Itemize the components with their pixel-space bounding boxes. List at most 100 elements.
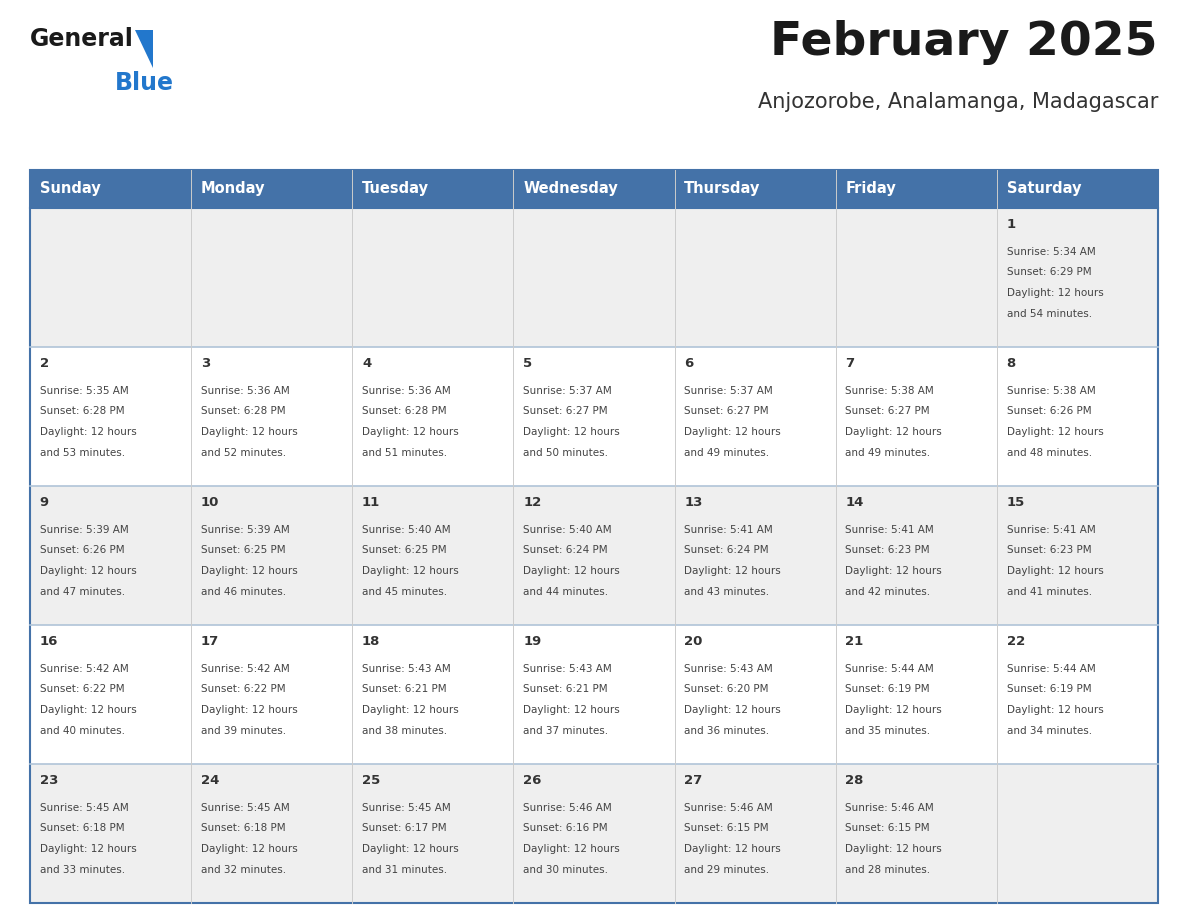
Text: Sunset: 6:27 PM: Sunset: 6:27 PM: [684, 407, 769, 417]
Text: Sunset: 6:25 PM: Sunset: 6:25 PM: [201, 545, 285, 555]
Text: Sunrise: 5:42 AM: Sunrise: 5:42 AM: [201, 664, 290, 674]
Text: Sunrise: 5:41 AM: Sunrise: 5:41 AM: [684, 525, 773, 535]
Text: Daylight: 12 hours: Daylight: 12 hours: [1006, 427, 1104, 437]
Text: Sunset: 6:21 PM: Sunset: 6:21 PM: [362, 685, 447, 695]
Text: Sunrise: 5:46 AM: Sunrise: 5:46 AM: [684, 803, 773, 813]
Text: 3: 3: [201, 357, 210, 370]
Bar: [191, 170, 353, 208]
Text: 17: 17: [201, 634, 219, 648]
Text: Daylight: 12 hours: Daylight: 12 hours: [846, 566, 942, 577]
Text: Sunday: Sunday: [39, 182, 101, 196]
Text: Daylight: 12 hours: Daylight: 12 hours: [523, 427, 620, 437]
Bar: [30, 208, 1158, 347]
Text: Sunrise: 5:35 AM: Sunrise: 5:35 AM: [39, 386, 128, 396]
Text: Monday: Monday: [201, 182, 265, 196]
Text: 8: 8: [1006, 357, 1016, 370]
Text: 25: 25: [362, 774, 380, 787]
Text: Daylight: 12 hours: Daylight: 12 hours: [201, 427, 297, 437]
Text: Daylight: 12 hours: Daylight: 12 hours: [523, 705, 620, 715]
Text: 23: 23: [39, 774, 58, 787]
Text: 1: 1: [1006, 218, 1016, 230]
Text: and 30 minutes.: and 30 minutes.: [523, 865, 608, 875]
Text: Sunrise: 5:36 AM: Sunrise: 5:36 AM: [362, 386, 450, 396]
Text: Daylight: 12 hours: Daylight: 12 hours: [39, 705, 137, 715]
Text: and 51 minutes.: and 51 minutes.: [362, 448, 447, 458]
Text: Sunrise: 5:45 AM: Sunrise: 5:45 AM: [362, 803, 450, 813]
Text: 19: 19: [523, 634, 542, 648]
Text: Sunrise: 5:45 AM: Sunrise: 5:45 AM: [39, 803, 128, 813]
Bar: [30, 764, 1158, 903]
Text: Sunrise: 5:38 AM: Sunrise: 5:38 AM: [846, 386, 934, 396]
Text: Daylight: 12 hours: Daylight: 12 hours: [201, 705, 297, 715]
Text: Sunset: 6:28 PM: Sunset: 6:28 PM: [362, 407, 447, 417]
Text: Sunset: 6:19 PM: Sunset: 6:19 PM: [1006, 685, 1091, 695]
Text: Sunset: 6:29 PM: Sunset: 6:29 PM: [1006, 267, 1091, 277]
Bar: [30, 347, 1158, 486]
Text: Sunrise: 5:45 AM: Sunrise: 5:45 AM: [201, 803, 290, 813]
Text: and 46 minutes.: and 46 minutes.: [201, 587, 286, 597]
Text: Sunrise: 5:37 AM: Sunrise: 5:37 AM: [523, 386, 612, 396]
Text: 27: 27: [684, 774, 702, 787]
Text: and 44 minutes.: and 44 minutes.: [523, 587, 608, 597]
Text: and 50 minutes.: and 50 minutes.: [523, 448, 608, 458]
Text: and 40 minutes.: and 40 minutes.: [39, 725, 125, 735]
Bar: [353, 170, 513, 208]
Text: Sunset: 6:21 PM: Sunset: 6:21 PM: [523, 685, 608, 695]
Text: Daylight: 12 hours: Daylight: 12 hours: [1006, 288, 1104, 298]
Text: and 42 minutes.: and 42 minutes.: [846, 587, 930, 597]
Text: Daylight: 12 hours: Daylight: 12 hours: [523, 844, 620, 854]
Text: Sunset: 6:22 PM: Sunset: 6:22 PM: [39, 685, 125, 695]
Text: and 45 minutes.: and 45 minutes.: [362, 587, 447, 597]
Text: Sunrise: 5:39 AM: Sunrise: 5:39 AM: [39, 525, 128, 535]
Text: Blue: Blue: [115, 71, 173, 95]
Text: Daylight: 12 hours: Daylight: 12 hours: [684, 566, 781, 577]
Text: 11: 11: [362, 496, 380, 509]
Text: Sunset: 6:18 PM: Sunset: 6:18 PM: [201, 823, 285, 834]
Text: Sunrise: 5:38 AM: Sunrise: 5:38 AM: [1006, 386, 1095, 396]
Text: Daylight: 12 hours: Daylight: 12 hours: [362, 705, 459, 715]
Bar: [30, 170, 191, 208]
Text: 16: 16: [39, 634, 58, 648]
Text: February 2025: February 2025: [771, 20, 1158, 65]
Text: Daylight: 12 hours: Daylight: 12 hours: [684, 427, 781, 437]
Text: and 33 minutes.: and 33 minutes.: [39, 865, 125, 875]
Text: Sunrise: 5:42 AM: Sunrise: 5:42 AM: [39, 664, 128, 674]
Text: Anjozorobe, Analamanga, Madagascar: Anjozorobe, Analamanga, Madagascar: [758, 92, 1158, 112]
Text: Daylight: 12 hours: Daylight: 12 hours: [201, 844, 297, 854]
Text: and 52 minutes.: and 52 minutes.: [201, 448, 286, 458]
Text: Sunset: 6:27 PM: Sunset: 6:27 PM: [523, 407, 608, 417]
Text: Daylight: 12 hours: Daylight: 12 hours: [362, 844, 459, 854]
Text: 9: 9: [39, 496, 49, 509]
Text: and 34 minutes.: and 34 minutes.: [1006, 725, 1092, 735]
Text: Sunset: 6:23 PM: Sunset: 6:23 PM: [1006, 545, 1091, 555]
Text: Daylight: 12 hours: Daylight: 12 hours: [39, 566, 137, 577]
Text: 21: 21: [846, 634, 864, 648]
Text: Sunrise: 5:46 AM: Sunrise: 5:46 AM: [846, 803, 934, 813]
Text: 6: 6: [684, 357, 694, 370]
Text: Wednesday: Wednesday: [523, 182, 618, 196]
Bar: [513, 170, 675, 208]
Bar: [835, 170, 997, 208]
Text: 5: 5: [523, 357, 532, 370]
Text: and 32 minutes.: and 32 minutes.: [201, 865, 286, 875]
Text: Sunrise: 5:34 AM: Sunrise: 5:34 AM: [1006, 247, 1095, 257]
Text: 12: 12: [523, 496, 542, 509]
Text: Sunrise: 5:40 AM: Sunrise: 5:40 AM: [523, 525, 612, 535]
Text: Daylight: 12 hours: Daylight: 12 hours: [846, 705, 942, 715]
Text: and 54 minutes.: and 54 minutes.: [1006, 308, 1092, 319]
Text: Sunset: 6:15 PM: Sunset: 6:15 PM: [846, 823, 930, 834]
Text: and 38 minutes.: and 38 minutes.: [362, 725, 447, 735]
Text: Sunset: 6:15 PM: Sunset: 6:15 PM: [684, 823, 769, 834]
Text: Daylight: 12 hours: Daylight: 12 hours: [846, 844, 942, 854]
Text: Sunset: 6:23 PM: Sunset: 6:23 PM: [846, 545, 930, 555]
Text: and 43 minutes.: and 43 minutes.: [684, 587, 770, 597]
Text: Sunset: 6:26 PM: Sunset: 6:26 PM: [39, 545, 125, 555]
Text: Daylight: 12 hours: Daylight: 12 hours: [1006, 566, 1104, 577]
Text: Sunset: 6:24 PM: Sunset: 6:24 PM: [684, 545, 769, 555]
Text: General: General: [30, 27, 134, 51]
Text: Sunrise: 5:43 AM: Sunrise: 5:43 AM: [684, 664, 773, 674]
Text: Sunset: 6:25 PM: Sunset: 6:25 PM: [362, 545, 447, 555]
Text: 26: 26: [523, 774, 542, 787]
Text: and 53 minutes.: and 53 minutes.: [39, 448, 125, 458]
Text: Sunset: 6:17 PM: Sunset: 6:17 PM: [362, 823, 447, 834]
